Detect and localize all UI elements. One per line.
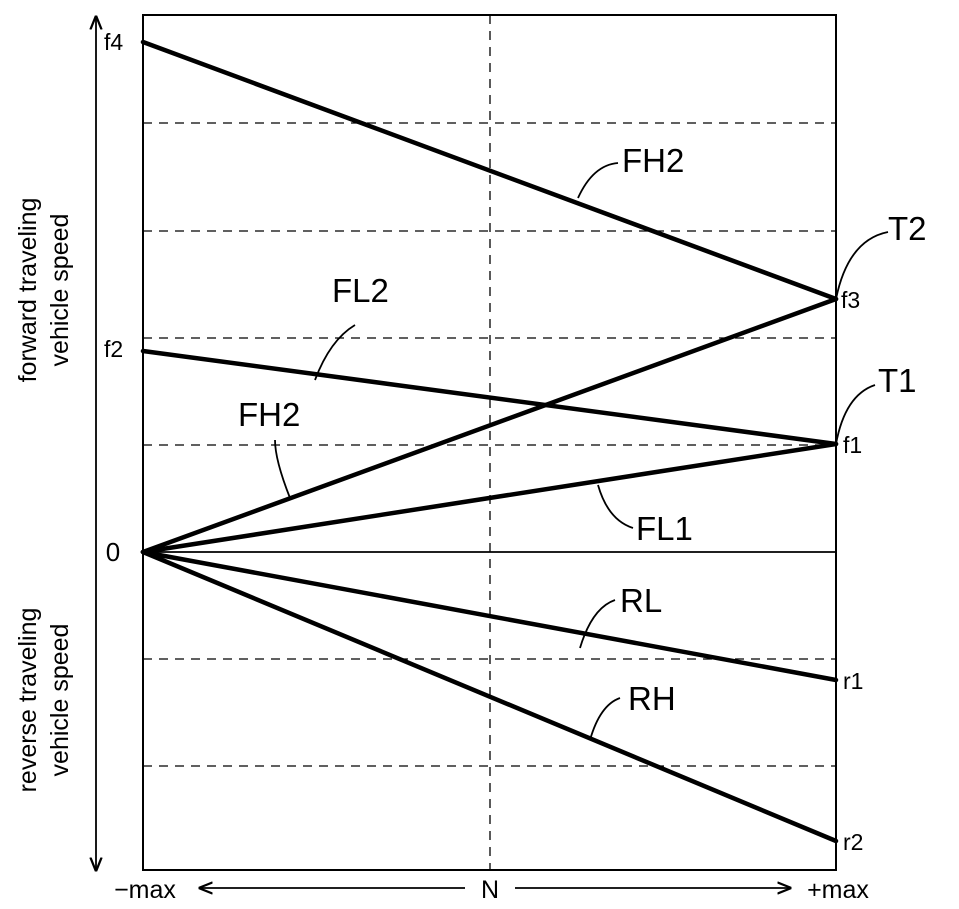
leader-fl2 [315, 325, 355, 380]
leader-rl [580, 600, 615, 648]
leader-fl1 [598, 485, 633, 528]
gridlines [143, 15, 836, 870]
leader-fh2-top [578, 163, 618, 198]
label-t1: T1 [878, 362, 917, 399]
leader-rh [590, 698, 620, 740]
label-rl: RL [620, 582, 662, 619]
leader-fh2-mid [275, 440, 290, 498]
tick-f1: f1 [843, 432, 862, 458]
reverse-axis-label-line1: reverse traveling [14, 608, 42, 793]
tick-r2: r2 [843, 829, 863, 855]
tick-r1: r1 [843, 668, 863, 694]
label-rh: RH [628, 680, 676, 717]
label-fh2-top: FH2 [622, 142, 684, 179]
reverse-axis-label-line2: vehicle speed [46, 624, 74, 777]
zero-label: 0 [106, 537, 120, 567]
forward-axis-label-line1: forward traveling [14, 198, 42, 383]
x-label-plus-max: +max [807, 876, 869, 904]
label-t2: T2 [888, 210, 927, 247]
tick-f2: f2 [104, 336, 123, 362]
label-fl2: FL2 [332, 272, 389, 309]
x-label-neutral: N [481, 876, 499, 904]
x-label-minus-max: −max [114, 876, 176, 904]
forward-axis-label-line2: vehicle speed [46, 214, 74, 367]
tick-f4: f4 [104, 29, 123, 55]
tick-f3: f3 [841, 287, 860, 313]
label-fl1: FL1 [636, 510, 693, 547]
label-fh2-mid: FH2 [238, 396, 300, 433]
